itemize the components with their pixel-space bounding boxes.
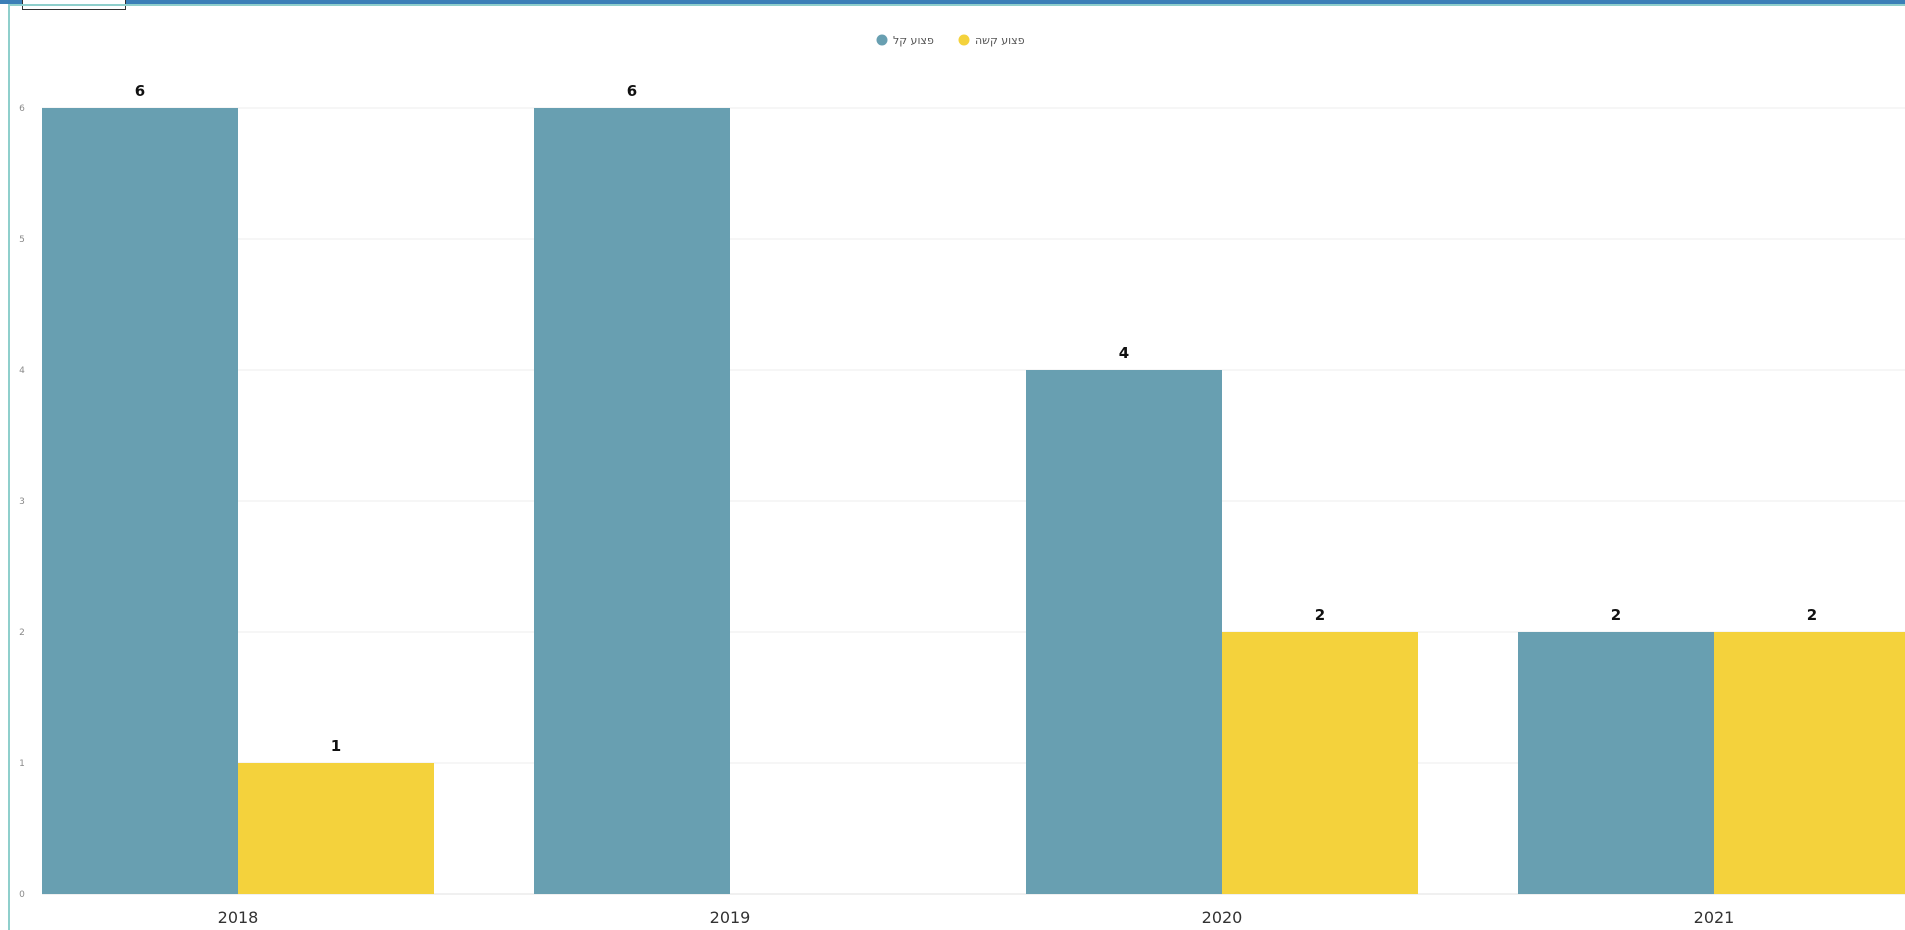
y-tick-label: 2 bbox=[19, 628, 25, 638]
y-tick-label: 6 bbox=[19, 104, 25, 114]
data-label: 2 bbox=[1807, 606, 1817, 624]
bar[interactable] bbox=[1518, 632, 1714, 894]
data-label: 2 bbox=[1611, 606, 1621, 624]
x-tick-label: 2020 bbox=[1202, 908, 1243, 927]
bars bbox=[42, 108, 1905, 894]
y-tick-label: 0 bbox=[19, 890, 25, 900]
legend[interactable]: פצוע קל פצוע קשה bbox=[876, 34, 1025, 47]
legend-label[interactable]: פצוע קשה bbox=[975, 34, 1025, 47]
data-label: 2 bbox=[1315, 606, 1325, 624]
y-axis: 0 1 2 3 4 5 6 bbox=[19, 104, 25, 900]
x-axis: 2018 2019 2020 2021 bbox=[218, 908, 1735, 927]
bar[interactable] bbox=[1222, 632, 1418, 894]
x-tick-label: 2018 bbox=[218, 908, 259, 927]
bar[interactable] bbox=[1026, 370, 1222, 894]
data-label: 4 bbox=[1119, 344, 1129, 362]
data-label: 6 bbox=[627, 82, 637, 100]
x-tick-label: 2019 bbox=[710, 908, 751, 927]
data-label: 1 bbox=[331, 737, 341, 755]
data-label: 6 bbox=[135, 82, 145, 100]
x-tick-label: 2021 bbox=[1694, 908, 1735, 927]
legend-marker[interactable] bbox=[958, 34, 970, 46]
y-tick-label: 3 bbox=[19, 497, 25, 507]
legend-label[interactable]: פצוע קל bbox=[893, 34, 934, 47]
legend-marker[interactable] bbox=[876, 34, 888, 46]
y-tick-label: 5 bbox=[19, 235, 25, 245]
y-tick-label: 1 bbox=[19, 759, 25, 769]
bar[interactable] bbox=[534, 108, 730, 894]
chart-panel bbox=[8, 4, 1905, 930]
y-tick-label: 4 bbox=[19, 366, 25, 376]
window-top-strip bbox=[0, 0, 1905, 4]
bar[interactable] bbox=[42, 108, 238, 894]
bar[interactable] bbox=[238, 763, 434, 894]
bar[interactable] bbox=[1714, 632, 1905, 894]
data-labels: 6 1 6 4 2 2 2 bbox=[135, 82, 1817, 755]
